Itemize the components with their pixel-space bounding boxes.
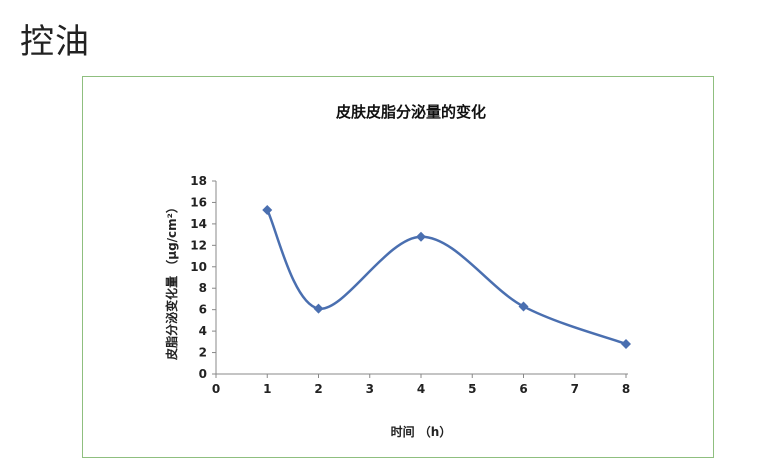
x-tick-label: 3	[366, 382, 374, 396]
page-title: 控油	[20, 22, 90, 62]
y-tick-label: 6	[199, 303, 207, 317]
y-tick-label: 16	[190, 195, 207, 209]
x-tick-label: 6	[519, 382, 527, 396]
x-tick-label: 2	[314, 382, 322, 396]
x-tick-label: 5	[468, 382, 476, 396]
y-tick-label: 2	[199, 346, 207, 360]
series-line	[266, 209, 627, 346]
series-markers	[262, 204, 631, 349]
x-tick-label: 8	[622, 382, 630, 396]
x-tick-label: 7	[571, 382, 579, 396]
y-tick-label: 4	[199, 324, 207, 338]
x-axis-ticks: 0 1 2 3 4 5 6 7 8	[212, 374, 630, 396]
data-point-marker	[518, 301, 529, 312]
y-tick-label: 8	[199, 281, 207, 295]
x-tick-label: 4	[417, 382, 425, 396]
y-tick-label: 0	[199, 367, 207, 381]
x-tick-label: 0	[212, 382, 220, 396]
chart-title: 皮肤皮脂分泌量的变化	[336, 103, 486, 121]
y-tick-label: 10	[190, 260, 207, 274]
data-point-marker	[262, 204, 273, 215]
data-point-marker	[621, 338, 631, 349]
data-point-marker	[313, 303, 324, 314]
data-point-marker	[416, 231, 426, 242]
x-tick-label: 1	[263, 382, 271, 396]
y-tick-label: 14	[190, 217, 207, 231]
y-tick-label: 12	[190, 238, 207, 252]
x-axis-title: 时间 （h）	[391, 424, 452, 439]
y-tick-label: 18	[190, 174, 207, 188]
chart-frame	[82, 76, 714, 458]
y-axis-title: 皮脂分泌变化量 （μg/cm²）	[164, 201, 179, 361]
y-axis-ticks: 0 2 4 6 8 10 12 14 16 18	[190, 174, 216, 381]
